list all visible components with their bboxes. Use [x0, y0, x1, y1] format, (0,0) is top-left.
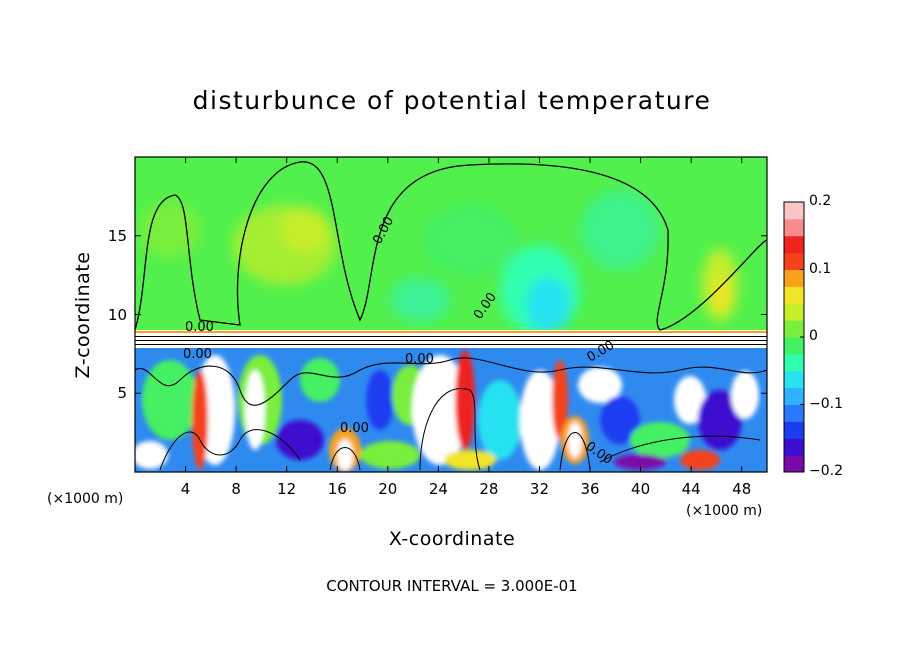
y-tick-marks — [135, 235, 767, 394]
x-tick-label: 20 — [378, 480, 398, 498]
contour-label: 0.00 — [340, 421, 369, 436]
contour-label: 0.00 — [185, 320, 214, 335]
y-tick-label: 15 — [107, 226, 127, 245]
colorbar-tick-label: 0.1 — [809, 260, 832, 277]
colorbar-tick-label: 0.2 — [809, 193, 832, 209]
colorbar-swatch — [784, 252, 804, 270]
x-tick-label: 32 — [529, 480, 550, 498]
x-tick-label: 12 — [277, 480, 297, 498]
chart-title: disturbunce of potential temperature — [192, 86, 712, 115]
colorbar-swatch — [784, 370, 804, 389]
x-tick-label: 36 — [580, 480, 600, 498]
x-tick-marks — [185, 157, 743, 472]
y-axis-label: Z-coordinate — [72, 251, 94, 379]
colorbar-swatch — [784, 286, 804, 304]
colorbar-swatch — [784, 218, 804, 237]
x-tick-label: 44 — [681, 480, 701, 498]
colorbar-swatch — [784, 404, 804, 422]
colorbar-swatch — [784, 269, 804, 287]
x-tick-label: 4 — [180, 480, 191, 498]
x-tick-label: 16 — [327, 480, 347, 498]
colorbar-swatch — [784, 438, 804, 456]
contour-label: 0.00 — [405, 352, 434, 367]
y-axis-unit: (×1000 m) — [47, 491, 124, 507]
colorbar-tick-label: 0 — [809, 328, 818, 344]
x-tick-label: 28 — [479, 480, 499, 498]
x-axis-label: X-coordinate — [388, 528, 516, 550]
x-tick-label: 24 — [428, 480, 448, 498]
x-tick-label: 8 — [231, 480, 241, 498]
y-tick-label: 10 — [107, 305, 127, 324]
colorbar-tick-label: −0.2 — [809, 463, 843, 479]
colorbar-swatch — [784, 455, 804, 473]
colorbar-swatch — [784, 421, 804, 439]
colorbar-swatch — [784, 303, 804, 321]
x-tick-label: 40 — [631, 480, 651, 498]
colorbar-swatch — [784, 387, 804, 405]
contour-interval-note: CONTOUR INTERVAL = 3.000E-01 — [326, 577, 578, 595]
y-tick-label: 5 — [117, 384, 127, 403]
colorbar-swatch — [784, 235, 804, 254]
colorbar-swatch — [784, 353, 804, 372]
x-tick-label: 48 — [732, 480, 752, 498]
colorbar — [783, 201, 805, 473]
heatmap-field: 0.00 0.00 0.00 0.00 0.00 0.00 0.00 0.00 — [135, 157, 767, 472]
colorbar-swatch — [784, 337, 804, 355]
colorbar-swatch — [784, 320, 804, 338]
colorbar-tick-label: −0.1 — [809, 395, 843, 412]
colorbar-swatch — [784, 202, 804, 220]
x-axis-unit: (×1000 m) — [686, 503, 763, 519]
contour-label: 0.00 — [183, 347, 212, 362]
